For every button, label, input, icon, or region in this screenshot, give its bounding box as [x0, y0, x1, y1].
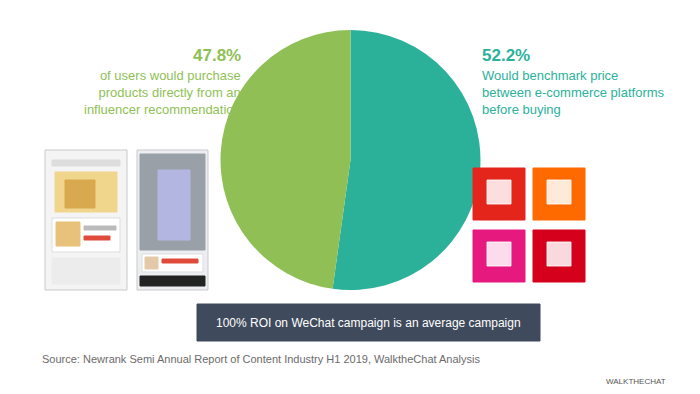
svg-text:Would benchmark pricebetween e: Would benchmark pricebetween e-commerce … [482, 68, 665, 117]
svg-text:Source: Newrank Semi Annual Re: Source: Newrank Semi Annual Report of Co… [42, 353, 480, 365]
svg-text:52.2%: 52.2% [482, 46, 530, 65]
svg-text:100% ROI on WeChat campaign is: 100% ROI on WeChat campaign is an averag… [216, 316, 521, 330]
svg-text:WALKTHECHAT: WALKTHECHAT [606, 377, 666, 386]
svg-text:47.8%: 47.8% [193, 46, 241, 65]
svg-text:of users would purchaseproduct: of users would purchaseproducts directly… [84, 68, 241, 117]
